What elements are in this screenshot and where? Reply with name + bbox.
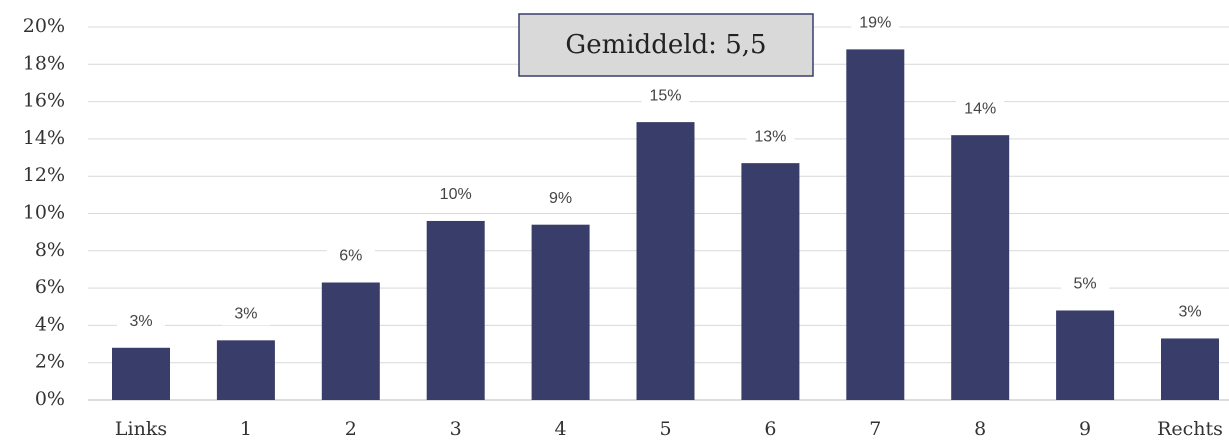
x-tick-label: 5 [659,418,671,440]
x-tick-label: 2 [345,418,357,440]
value-label-bg [1166,301,1214,324]
y-tick-label: 2% [35,351,65,373]
x-tick-label: 9 [1079,418,1091,440]
value-label: 6% [339,248,362,265]
x-tick-label: 3 [450,418,462,440]
value-label: 19% [859,15,891,32]
x-tick-label: Rechts [1157,418,1223,440]
x-tick-label: 4 [555,418,567,440]
bar [741,163,800,400]
x-tick-label: Links [115,418,167,440]
y-tick-label: 4% [35,313,65,335]
x-tick-label: 6 [764,418,776,440]
value-label-bg [117,310,165,333]
value-label: 10% [440,186,472,203]
bar [321,282,380,400]
annotation: Gemiddeld: 5,5 [565,30,766,60]
x-tick-label: 1 [240,418,252,440]
value-label-bg [536,187,585,210]
annotation-box [518,13,814,77]
value-label-bg [956,98,1005,121]
value-label-bg [641,85,690,108]
value-label: 14% [964,100,996,117]
bar [112,347,170,400]
value-label-bg [221,303,270,326]
bar [1056,310,1115,400]
value-label: 9% [549,190,572,207]
value-label-bg [326,245,375,268]
y-tick-label: 12% [23,164,65,186]
value-label-bg [851,12,900,35]
value-label-bg [1061,273,1110,296]
value-label: 3% [234,306,257,323]
y-tick-label: 16% [23,90,65,112]
value-label-bg [746,126,795,149]
y-tick-label: 14% [23,127,65,149]
y-tick-label: 20% [23,15,65,37]
y-tick-label: 6% [35,276,65,298]
bar [1161,338,1219,400]
value-label: 13% [754,128,786,145]
y-tick-label: 8% [35,239,65,261]
bar [636,122,695,401]
x-tick-label: 7 [869,418,881,440]
value-label: 3% [1178,304,1201,321]
value-label-bg [431,183,480,206]
bar [951,135,1010,401]
bar [216,340,275,400]
x-tick-label: 8 [974,418,986,440]
value-label: 5% [1074,276,1097,293]
y-tick-label: 0% [35,388,65,410]
y-tick-label: 10% [23,202,65,224]
bar [426,220,485,400]
plot-area: 0%2%4%6%8%10%12%14%16%18%20%Links3%13%26… [23,12,1229,440]
value-label: 3% [129,313,152,330]
bar [531,224,590,400]
bar [846,49,905,400]
y-tick-label: 18% [23,52,65,74]
value-label: 15% [649,87,681,104]
